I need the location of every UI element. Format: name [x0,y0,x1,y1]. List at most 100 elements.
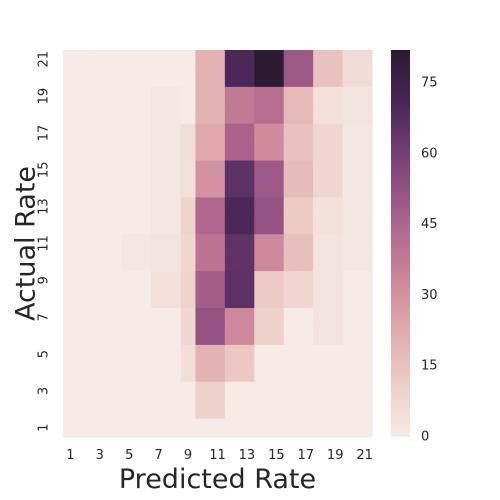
heatmap-cell [180,197,197,217]
heatmap-cell [298,234,314,254]
x-axis-title: Predicted Rate [119,464,316,495]
colorbar-tick-label: 30 [421,288,438,303]
heatmap-cell [254,50,270,70]
heatmap-cell [210,123,226,143]
heatmap-cell [180,142,197,162]
heatmap-cell [224,179,241,199]
heatmap-cell [224,142,241,162]
x-tick-label: 13 [239,448,256,463]
heatmap-cell [63,68,79,88]
colorbar-tick-label: 45 [421,217,438,232]
heatmap-cell [136,418,152,438]
colorbar-tick-label: 60 [421,146,438,161]
heatmap-cell [327,381,344,401]
heatmap-cell [313,142,329,162]
heatmap-cell [239,400,255,420]
heatmap-cell [63,418,79,438]
heatmap-cell [136,308,152,328]
heatmap-cell [298,271,314,291]
heatmap-cell [254,215,270,235]
heatmap-cell [283,123,300,143]
heatmap-cell [136,105,152,125]
heatmap-cell [342,308,358,328]
heatmap-cell [107,289,123,309]
heatmap-cell [77,123,94,143]
heatmap-cell [136,160,152,180]
heatmap-cell [269,123,285,143]
heatmap-cell [210,363,226,383]
heatmap-cell [342,179,358,199]
heatmap-cell [210,234,226,254]
heatmap-cell [180,400,197,420]
y-tick-label: 17 [36,125,51,142]
heatmap-cell [210,86,226,106]
heatmap-cell [269,400,285,420]
heatmap-cell [224,105,241,125]
heatmap-cell [313,326,329,346]
heatmap-cell [327,234,344,254]
heatmap-cell [224,234,241,254]
heatmap-cell [63,363,79,383]
heatmap-cell [63,400,79,420]
heatmap-cell [77,308,94,328]
x-tick-label: 1 [66,448,74,463]
heatmap-cell [121,50,138,70]
heatmap-cell [107,252,123,272]
heatmap-cell [180,160,197,180]
heatmap-cell [77,381,94,401]
heatmap-cell [313,271,329,291]
y-tick-label: 15 [36,162,51,179]
heatmap-cell [151,215,167,235]
heatmap-cell [195,400,211,420]
heatmap-cell [136,289,152,309]
heatmap-cell [254,68,270,88]
heatmap-cell [327,197,344,217]
heatmap-cell [121,271,138,291]
heatmap-cell [269,271,285,291]
heatmap-cell [166,271,182,291]
heatmap-cell [327,142,344,162]
heatmap-cell [269,86,285,106]
heatmap-cell [357,400,373,420]
heatmap-cell [342,105,358,125]
heatmap-cell [180,308,197,328]
heatmap-cell [210,179,226,199]
heatmap-cell [195,197,211,217]
heatmap-cell [195,160,211,180]
heatmap-cell [357,326,373,346]
heatmap-cell [151,400,167,420]
heatmap-cell [283,68,300,88]
heatmap-cell [269,68,285,88]
heatmap-cell [136,252,152,272]
heatmap-cell [180,252,197,272]
heatmap-cell [224,271,241,291]
heatmap-cell [166,400,182,420]
heatmap-cell [342,344,358,364]
heatmap-cell [342,326,358,346]
heatmap-cell [239,68,255,88]
heatmap-cell [151,142,167,162]
heatmap-cell [151,123,167,143]
heatmap-cell [136,234,152,254]
heatmap-cell [195,50,211,70]
heatmap-cell [269,234,285,254]
heatmap-cell [107,271,123,291]
heatmap-cell [283,86,300,106]
heatmap-cell [342,252,358,272]
heatmap-cell [121,326,138,346]
heatmap-cell [298,160,314,180]
heatmap-cell [327,123,344,143]
heatmap-cell [166,105,182,125]
heatmap-cell [77,400,94,420]
y-tick-label: 21 [37,51,52,68]
heatmap-cell [269,289,285,309]
heatmap-cell [224,289,241,309]
x-tick-label: 17 [298,448,315,463]
heatmap-cell [195,289,211,309]
heatmap-cell [195,381,211,401]
heatmap-cell [298,308,314,328]
heatmap-cell [195,271,211,291]
heatmap-cell [239,308,255,328]
heatmap-cell [121,215,138,235]
heatmap-cell [327,50,344,70]
